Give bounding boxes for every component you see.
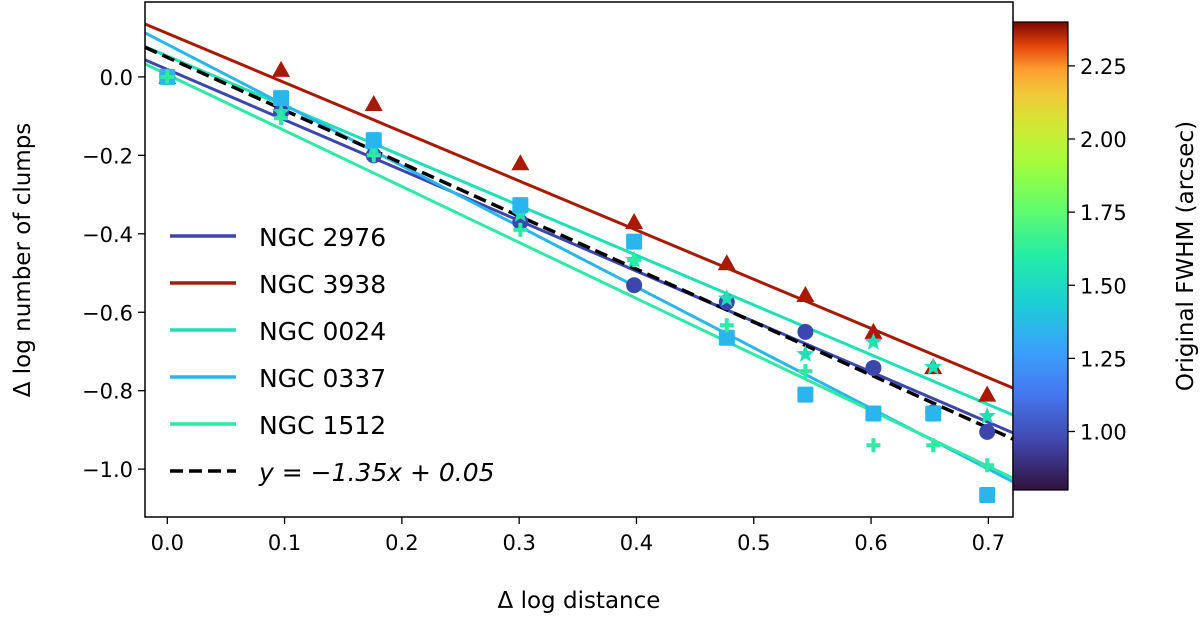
- colorbar-tick-label: 1.75: [1080, 201, 1127, 225]
- data-point: [717, 289, 736, 307]
- data-point: [798, 364, 813, 379]
- data-point: [365, 132, 382, 149]
- data-point: [625, 213, 644, 230]
- data-point: [626, 277, 643, 294]
- data-point: [511, 204, 530, 222]
- data-point: [865, 405, 882, 422]
- colorbar-label: Original FWHM (arcsec): [1173, 121, 1199, 391]
- fit-line: [145, 22, 1013, 390]
- y-tick-label: −0.4: [82, 223, 133, 247]
- y-axis-label: Δ log number of clumps: [10, 123, 36, 398]
- colorbar-tick-label: 2.00: [1080, 128, 1127, 152]
- data-point: [796, 344, 815, 362]
- y-tick-label: −0.8: [82, 380, 133, 404]
- data-point: [980, 458, 995, 473]
- data-point: [797, 323, 814, 340]
- y-tick-label: −0.6: [82, 301, 133, 325]
- data-point: [718, 329, 735, 346]
- y-tick-label: −1.0: [82, 458, 133, 482]
- legend-label: NGC 2976: [259, 223, 386, 252]
- legend-label: y = −1.35x + 0.05: [258, 458, 495, 487]
- legend-label: NGC 1512: [259, 411, 386, 440]
- legend-label: NGC 3938: [259, 270, 386, 299]
- data-point: [925, 405, 942, 422]
- x-tick-label: 0.5: [737, 531, 770, 555]
- x-tick-label: 0.2: [385, 531, 418, 555]
- data-point: [979, 487, 996, 504]
- legend-label: NGC 0024: [259, 317, 386, 346]
- data-point: [274, 111, 289, 126]
- data-point: [796, 285, 815, 302]
- y-tick-label: 0.0: [100, 66, 133, 90]
- data-point: [511, 154, 530, 171]
- data-point: [512, 197, 529, 214]
- data-point: [366, 148, 381, 163]
- data-point: [924, 357, 943, 375]
- data-point: [865, 359, 882, 376]
- data-point: [979, 423, 996, 440]
- data-point: [364, 94, 383, 111]
- x-axis-label: Δ log distance: [498, 588, 661, 614]
- data-point: [864, 332, 883, 350]
- data-point: [978, 406, 997, 424]
- colorbar-tick-label: 1.00: [1080, 421, 1127, 445]
- data-point: [978, 385, 997, 402]
- data-point: [866, 438, 881, 453]
- data-point: [926, 438, 941, 453]
- data-point: [719, 318, 734, 333]
- reference-line: [145, 45, 1013, 441]
- data-point: [160, 69, 175, 84]
- data-point: [513, 222, 528, 237]
- data-point: [864, 322, 883, 339]
- colorbar-tick-label: 1.25: [1080, 347, 1127, 371]
- data-point: [272, 60, 291, 77]
- x-tick-label: 0.4: [620, 531, 653, 555]
- y-tick-label: −0.2: [82, 144, 133, 168]
- x-tick-label: 0.6: [854, 531, 887, 555]
- data-point: [797, 386, 814, 403]
- data-point: [626, 233, 643, 250]
- data-point: [627, 253, 642, 268]
- legend-label: NGC 0337: [259, 364, 386, 393]
- colorbar-tick-label: 2.25: [1080, 55, 1127, 79]
- colorbar-tick-label: 1.50: [1080, 274, 1127, 298]
- data-point: [717, 254, 736, 271]
- x-tick-label: 0.1: [268, 531, 301, 555]
- x-tick-label: 0.3: [502, 531, 535, 555]
- data-point: [273, 90, 290, 107]
- x-tick-label: 0.0: [151, 531, 184, 555]
- x-tick-label: 0.7: [972, 531, 1005, 555]
- legend: NGC 2976 NGC 3938 NGC 0024 NGC 0337 NGC 1512…: [170, 223, 495, 487]
- colorbar: [1012, 21, 1069, 491]
